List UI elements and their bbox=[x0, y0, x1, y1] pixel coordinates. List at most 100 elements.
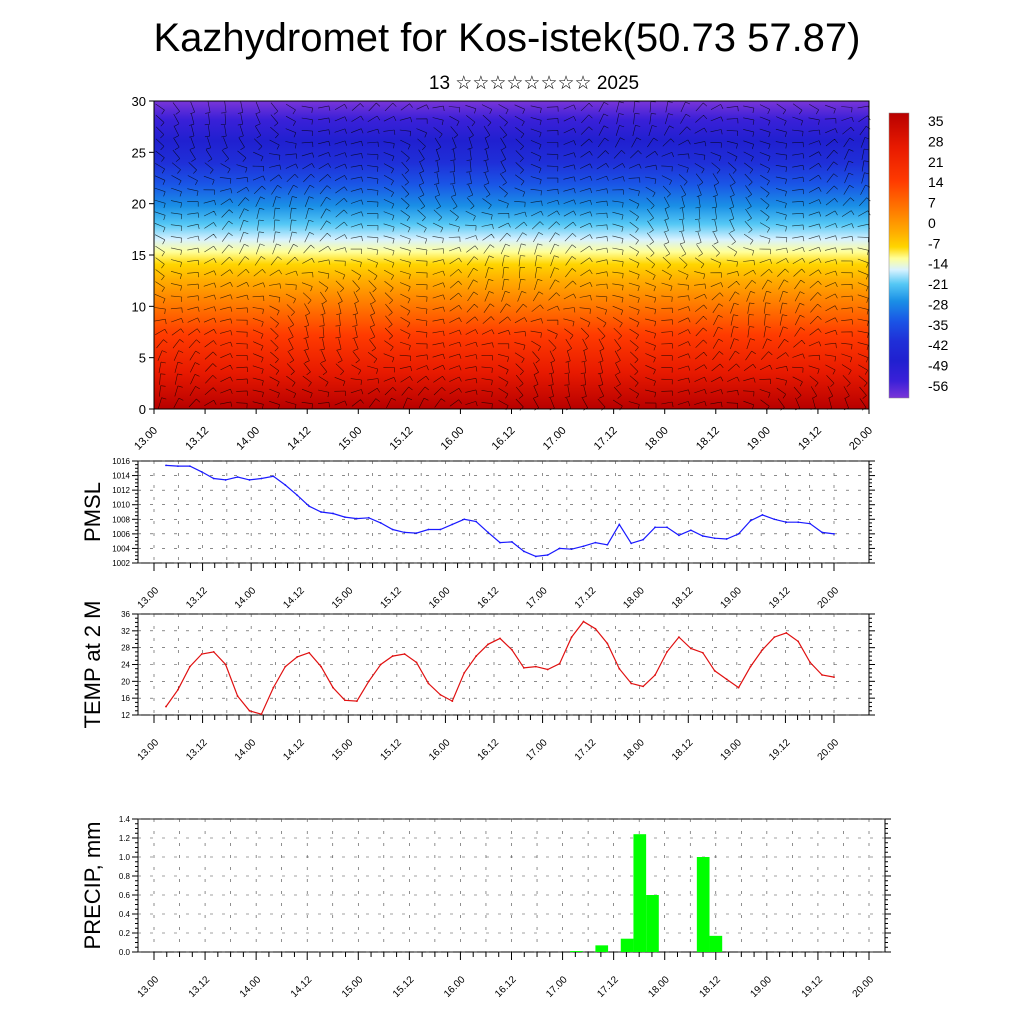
precip-bar bbox=[620, 938, 634, 952]
x-tick-label: 14.12 bbox=[281, 585, 307, 611]
x-tick-label: 16.12 bbox=[476, 585, 502, 611]
x-tick-label: 17.00 bbox=[544, 974, 570, 1000]
y-tick-label: 1.0 bbox=[119, 853, 131, 862]
x-tick-label: 17.00 bbox=[524, 737, 550, 763]
x-tick-label: 20.00 bbox=[847, 425, 875, 453]
x-tick-label: 18.12 bbox=[697, 974, 723, 1000]
precip-bar bbox=[570, 951, 583, 952]
y-tick-label: 1012 bbox=[112, 486, 130, 495]
x-tick-label: 20.00 bbox=[816, 585, 842, 611]
x-tick-label: 18.12 bbox=[694, 425, 722, 453]
x-tick-label: 19.00 bbox=[749, 974, 775, 1000]
y-tick-label: 0.2 bbox=[119, 929, 131, 938]
y-tick-label: 1.4 bbox=[119, 815, 131, 824]
y-tick-label: 12 bbox=[121, 711, 130, 720]
x-tick-label: 20.00 bbox=[816, 737, 842, 763]
x-tick-label: 13.00 bbox=[136, 737, 162, 763]
y-tick-label: 1006 bbox=[112, 530, 130, 539]
y-tick-label: 10 bbox=[132, 299, 146, 314]
x-tick-label: 19.12 bbox=[800, 974, 826, 1000]
plot-frame bbox=[137, 460, 870, 564]
x-tick-label: 19.12 bbox=[796, 425, 824, 453]
temperature-field bbox=[154, 101, 869, 409]
pmsl-panel: 1002 1004 1006 1008 1010 1012 1014 1016 13.00 13.… bbox=[80, 457, 875, 611]
x-tick-label: 15.00 bbox=[330, 737, 356, 763]
precip-bar bbox=[646, 895, 659, 952]
plot-frame bbox=[137, 818, 886, 953]
y-tick-label: 32 bbox=[121, 627, 130, 636]
y-axis-label: PMSL bbox=[80, 482, 105, 542]
x-tick-label: 17.12 bbox=[595, 974, 621, 1000]
precip-bar bbox=[595, 945, 609, 952]
x-tick-label: 17.00 bbox=[541, 425, 569, 453]
y-tick-label: 1010 bbox=[112, 501, 130, 510]
chart-title: Kazhydromet for Kos-istek(50.73 57.87) bbox=[153, 16, 861, 60]
colorbar-gradient bbox=[889, 113, 909, 398]
x-tick-label: 15.12 bbox=[379, 585, 405, 611]
y-tick-label: 24 bbox=[121, 661, 130, 670]
x-tick-label: 17.12 bbox=[573, 737, 599, 763]
x-tick-label: 16.00 bbox=[439, 425, 467, 453]
y-tick-label: 20 bbox=[132, 197, 146, 212]
x-tick-label: 14.00 bbox=[233, 585, 259, 611]
x-tick-label: 18.12 bbox=[670, 737, 696, 763]
colorbar-label: -56 bbox=[928, 378, 948, 394]
x-tick-label: 16.00 bbox=[427, 585, 453, 611]
precip-panel: 0.0 0.2 0.4 0.6 0.8 1.0 1.2 1.4 13.00 13.12 14.00 1… bbox=[80, 815, 891, 1000]
x-tick-label: 19.00 bbox=[719, 585, 745, 611]
x-tick-label: 14.00 bbox=[234, 425, 262, 453]
colorbar-label: 35 bbox=[928, 113, 944, 129]
y-tick-label: 20 bbox=[121, 677, 130, 686]
x-tick-label: 19.12 bbox=[767, 585, 793, 611]
x-tick-label: 19.00 bbox=[719, 737, 745, 763]
chart-subtitle: 13 ☆☆☆☆☆☆☆☆ 2025 bbox=[428, 73, 640, 94]
y-axis-label: TEMP at 2 M bbox=[80, 601, 105, 729]
x-tick-label: 17.12 bbox=[573, 585, 599, 611]
x-tick-label: 14.00 bbox=[233, 737, 259, 763]
x-tick-label: 13.00 bbox=[132, 425, 160, 453]
y-tick-label: 1004 bbox=[112, 544, 130, 553]
x-tick-label: 16.12 bbox=[476, 737, 502, 763]
y-tick-label: 0.6 bbox=[119, 891, 131, 900]
colorbar-label: 0 bbox=[928, 215, 936, 231]
x-tick-label: 13.12 bbox=[184, 585, 210, 611]
x-tick-label: 15.00 bbox=[330, 585, 356, 611]
x-tick-label: 19.12 bbox=[767, 737, 793, 763]
y-tick-label: 30 bbox=[132, 94, 146, 109]
x-tick-label: 19.00 bbox=[745, 425, 773, 453]
x-tick-label: 18.00 bbox=[646, 974, 672, 1000]
colorbar-label: 7 bbox=[928, 195, 936, 211]
colorbar-label: -21 bbox=[928, 276, 948, 292]
colorbar-label: -28 bbox=[928, 296, 948, 312]
x-tick-label: 15.00 bbox=[340, 974, 366, 1000]
x-tick-label: 13.00 bbox=[136, 585, 162, 611]
y-tick-label: 28 bbox=[121, 644, 130, 653]
x-tick-label: 13.12 bbox=[184, 737, 210, 763]
x-tick-label: 16.12 bbox=[490, 425, 518, 453]
x-tick-label: 15.12 bbox=[379, 737, 405, 763]
y-tick-label: 0.0 bbox=[119, 948, 131, 957]
colorbar-label: -14 bbox=[928, 256, 948, 272]
colorbar-label: 28 bbox=[928, 133, 944, 149]
y-tick-label: 1002 bbox=[112, 559, 130, 568]
x-tick-label: 14.12 bbox=[281, 737, 307, 763]
y-tick-label: 25 bbox=[132, 145, 146, 160]
x-tick-label: 18.00 bbox=[643, 425, 671, 453]
x-tick-label: 17.12 bbox=[592, 425, 620, 453]
colorbar-label: 21 bbox=[928, 154, 944, 170]
x-tick-label: 15.12 bbox=[391, 974, 417, 1000]
wind-barbs bbox=[154, 101, 871, 411]
y-tick-label: 5 bbox=[139, 351, 146, 366]
cross-section-panel: 0 5 10 15 20 25 30 13.00 13.12 14.00 14.12 15.00 15.… bbox=[132, 94, 876, 453]
y-axis-label: PRECIP, mm bbox=[80, 822, 105, 950]
pmsl-line bbox=[165, 464, 835, 558]
precip-bar bbox=[696, 857, 710, 952]
y-tick-label: 1008 bbox=[112, 515, 130, 524]
y-tick-label: 36 bbox=[121, 610, 130, 619]
colorbar-label: 14 bbox=[928, 174, 944, 190]
temp-line bbox=[165, 620, 835, 715]
colorbar-label: -49 bbox=[928, 358, 948, 374]
colorbar-label: -35 bbox=[928, 317, 948, 333]
precip-bar bbox=[709, 935, 723, 952]
